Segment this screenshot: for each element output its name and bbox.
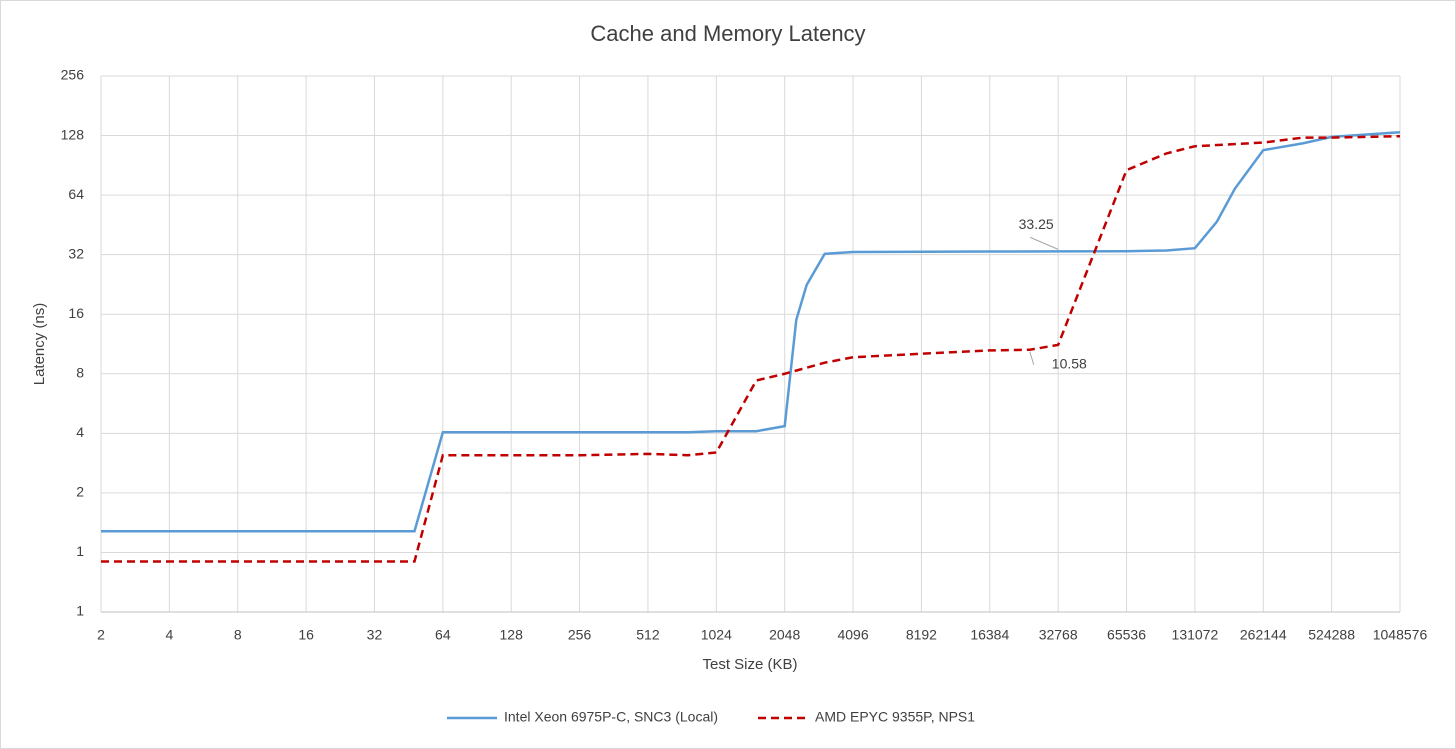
y-tick-label: 256 (61, 67, 85, 83)
x-tick-label: 262144 (1240, 627, 1287, 643)
x-tick-label: 65536 (1107, 627, 1146, 643)
data-label: 33.25 (1019, 216, 1054, 232)
series-line (101, 131, 1401, 533)
x-tick-label: 1024 (701, 627, 732, 643)
x-tick-label: 4096 (837, 627, 868, 643)
x-tick-label: 512 (636, 627, 660, 643)
y-axis-title: Latency (ns) (31, 303, 48, 386)
x-tick-label: 32768 (1039, 627, 1078, 643)
y-tick-label: 8 (76, 364, 84, 380)
x-tick-label: 128 (500, 627, 524, 643)
x-tick-label: 32 (367, 627, 383, 643)
x-tick-label: 4 (165, 627, 173, 643)
y-tick-label: 32 (68, 245, 84, 261)
x-tick-label: 524288 (1308, 627, 1355, 643)
label-leader (1029, 351, 1035, 365)
x-tick-label: 8192 (906, 627, 937, 643)
label-leader (1029, 236, 1059, 250)
y-tick-label: 4 (76, 424, 84, 440)
x-tick-label: 16 (298, 627, 314, 643)
series-line (101, 134, 1401, 563)
y-tick-label: 64 (68, 186, 84, 202)
x-tick-label: 1048576 (1373, 627, 1428, 643)
y-tick-label: 16 (68, 305, 84, 321)
legend-label: AMD EPYC 9355P, NPS1 (815, 709, 975, 725)
x-tick-label: 64 (435, 627, 451, 643)
chart-title: Cache and Memory Latency (590, 21, 865, 46)
y-tick-label: 1 (76, 603, 84, 619)
x-tick-label: 8 (234, 627, 242, 643)
data-label: 10.58 (1052, 355, 1087, 371)
x-tick-label: 256 (568, 627, 592, 643)
legend-label: Intel Xeon 6975P-C, SNC3 (Local) (504, 709, 718, 725)
x-axis-title: Test Size (KB) (702, 656, 797, 673)
y-tick-label: 2 (76, 484, 84, 500)
y-tick-label: 1 (76, 543, 84, 559)
x-tick-label: 131072 (1172, 627, 1219, 643)
y-tick-label: 128 (61, 126, 85, 142)
x-tick-label: 2048 (769, 627, 800, 643)
x-tick-label: 2 (97, 627, 105, 643)
x-tick-label: 16384 (970, 627, 1009, 643)
